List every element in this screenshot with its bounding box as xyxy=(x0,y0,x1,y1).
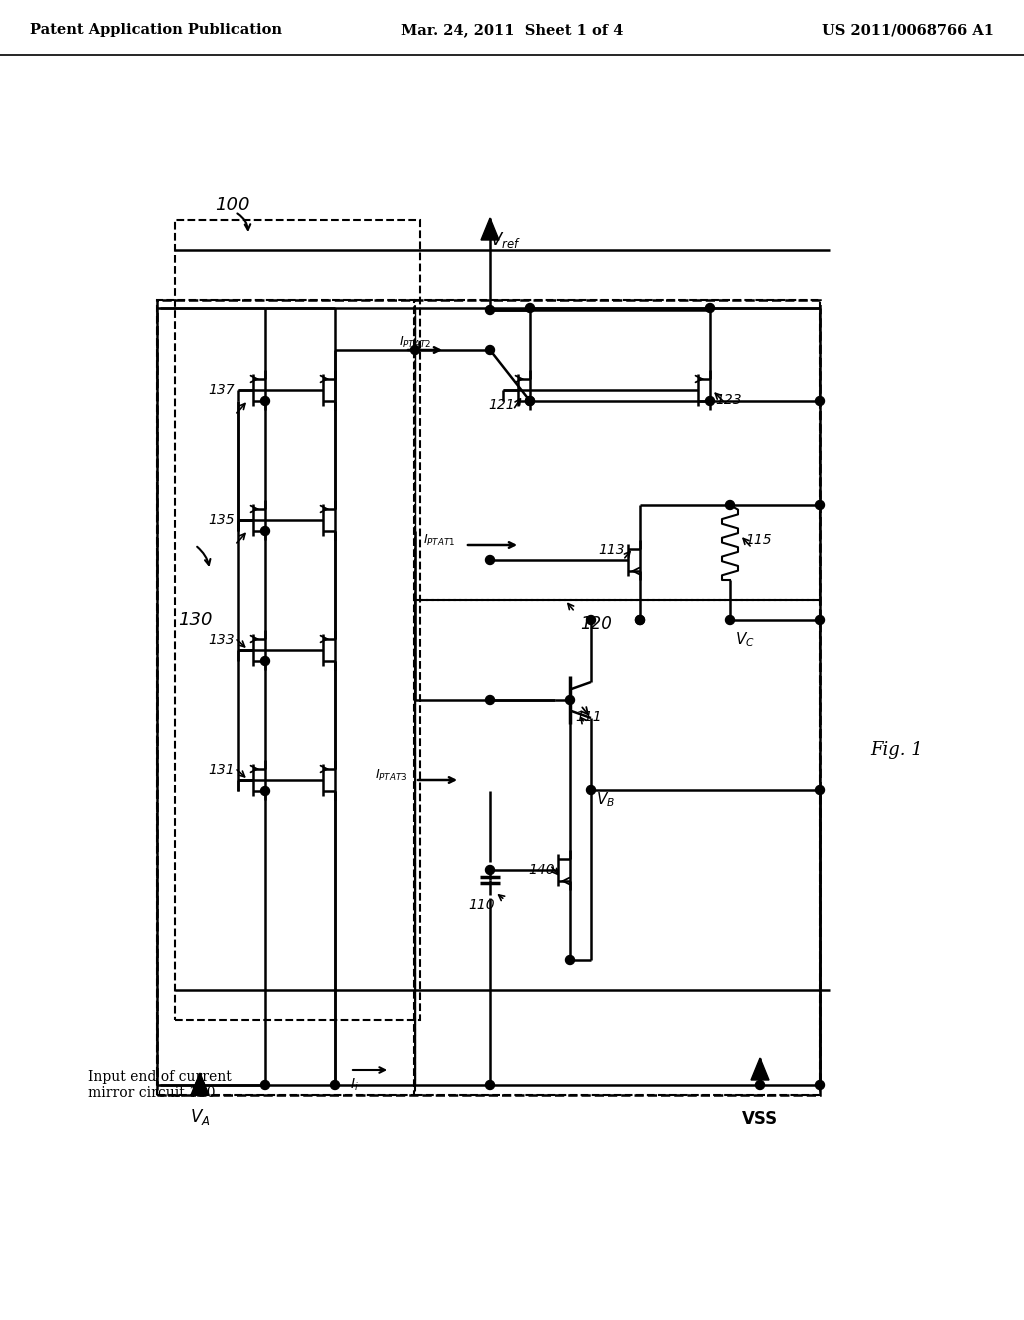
Circle shape xyxy=(815,785,824,795)
Text: 131: 131 xyxy=(208,763,234,777)
Text: 123: 123 xyxy=(715,393,741,407)
Circle shape xyxy=(815,500,824,510)
Circle shape xyxy=(485,305,495,314)
Circle shape xyxy=(706,304,715,313)
Text: 130: 130 xyxy=(178,611,213,630)
Circle shape xyxy=(725,615,734,624)
Polygon shape xyxy=(481,218,499,240)
Text: $I_{PTAT2}$: $I_{PTAT2}$ xyxy=(399,335,431,350)
Text: 100: 100 xyxy=(215,195,250,214)
Circle shape xyxy=(196,1081,205,1089)
Circle shape xyxy=(260,787,269,796)
Circle shape xyxy=(485,696,495,705)
Circle shape xyxy=(525,396,535,405)
Polygon shape xyxy=(191,1073,209,1096)
Text: 140: 140 xyxy=(528,863,555,876)
Circle shape xyxy=(706,396,715,405)
Circle shape xyxy=(815,396,824,405)
Circle shape xyxy=(411,346,420,355)
Polygon shape xyxy=(751,1059,769,1080)
Text: $I_{PTAT3}$: $I_{PTAT3}$ xyxy=(376,767,408,783)
Circle shape xyxy=(260,656,269,665)
Circle shape xyxy=(587,615,596,624)
Circle shape xyxy=(565,696,574,705)
Text: 111: 111 xyxy=(575,710,602,723)
Text: 110: 110 xyxy=(469,898,496,912)
Circle shape xyxy=(636,615,644,624)
Text: VSS: VSS xyxy=(742,1110,778,1129)
Bar xyxy=(157,300,414,1096)
Text: 113: 113 xyxy=(598,543,625,557)
Bar xyxy=(175,220,420,1020)
Circle shape xyxy=(815,615,824,624)
Circle shape xyxy=(331,1081,340,1089)
Text: 135: 135 xyxy=(208,513,234,527)
Circle shape xyxy=(565,956,574,965)
Text: Fig. 1: Fig. 1 xyxy=(870,741,923,759)
Circle shape xyxy=(636,615,644,624)
Bar xyxy=(415,601,820,1096)
Text: Input end of current
mirror circuit 130: Input end of current mirror circuit 130 xyxy=(88,1071,231,1100)
Text: Patent Application Publication: Patent Application Publication xyxy=(30,22,282,37)
Text: $I_{PTAT1}$: $I_{PTAT1}$ xyxy=(423,532,455,548)
Text: $V_A$: $V_A$ xyxy=(189,1107,210,1127)
Circle shape xyxy=(815,1081,824,1089)
Circle shape xyxy=(725,500,734,510)
Text: 133: 133 xyxy=(208,634,234,647)
Circle shape xyxy=(587,785,596,795)
Circle shape xyxy=(260,396,269,405)
Circle shape xyxy=(525,304,535,313)
Text: 115: 115 xyxy=(745,533,772,546)
Circle shape xyxy=(756,1081,765,1089)
Bar xyxy=(415,300,820,601)
Text: $V_C$: $V_C$ xyxy=(735,630,755,648)
Text: $V_{ref}$: $V_{ref}$ xyxy=(490,230,521,249)
Bar xyxy=(157,300,820,1096)
Circle shape xyxy=(525,396,535,405)
Circle shape xyxy=(485,1081,495,1089)
Text: Mar. 24, 2011  Sheet 1 of 4: Mar. 24, 2011 Sheet 1 of 4 xyxy=(400,22,624,37)
Circle shape xyxy=(260,527,269,536)
Circle shape xyxy=(485,346,495,355)
Text: $V_B$: $V_B$ xyxy=(596,791,615,809)
Text: 120: 120 xyxy=(580,615,612,634)
Text: US 2011/0068766 A1: US 2011/0068766 A1 xyxy=(822,22,994,37)
Text: 137: 137 xyxy=(208,383,234,397)
Text: 121: 121 xyxy=(488,399,515,412)
Circle shape xyxy=(485,866,495,874)
Circle shape xyxy=(485,556,495,565)
Text: $I_i$: $I_i$ xyxy=(350,1077,358,1093)
Circle shape xyxy=(260,1081,269,1089)
